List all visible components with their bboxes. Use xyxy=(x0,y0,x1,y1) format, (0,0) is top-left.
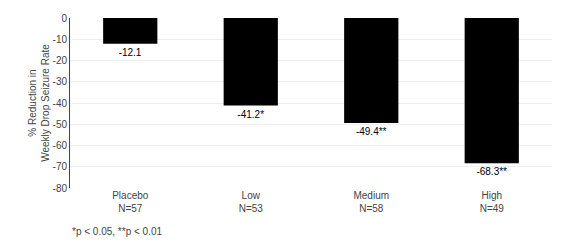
svg-text:LowN=53: LowN=53 xyxy=(239,190,264,214)
svg-text:-41.2*: -41.2* xyxy=(237,109,264,120)
svg-text:MediumN=58: MediumN=58 xyxy=(353,190,389,214)
svg-text:-80: -80 xyxy=(53,183,68,194)
svg-text:HighN=49: HighN=49 xyxy=(480,190,505,214)
svg-text:PlaceboN=57: PlaceboN=57 xyxy=(112,190,149,214)
svg-text:-40: -40 xyxy=(53,98,68,109)
svg-text:-10: -10 xyxy=(53,34,68,45)
svg-text:-12.1: -12.1 xyxy=(119,47,142,58)
svg-text:-70: -70 xyxy=(53,161,68,172)
svg-text:-20: -20 xyxy=(53,55,68,66)
svg-text:-68.3**: -68.3** xyxy=(476,166,507,177)
svg-text:-30: -30 xyxy=(53,76,68,87)
svg-text:% Reduction inWeekly Drop Seiz: % Reduction inWeekly Drop Seizure Rate xyxy=(27,44,51,162)
svg-text:-49.4**: -49.4** xyxy=(356,126,387,137)
svg-text:0: 0 xyxy=(61,13,67,24)
svg-text:-50: -50 xyxy=(53,119,68,130)
svg-text:-60: -60 xyxy=(53,140,68,151)
svg-text:*p < 0.05, **p < 0.01: *p < 0.05, **p < 0.01 xyxy=(72,226,163,237)
